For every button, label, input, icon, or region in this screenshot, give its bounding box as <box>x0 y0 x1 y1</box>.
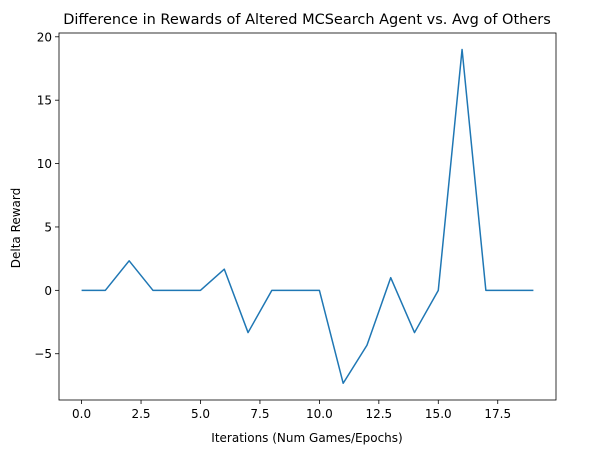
plot-area: 0.0 2.5 5.0 7.5 10.0 12.5 15.0 17.5 −5 0 5 10 15 20 <box>34 30 557 421</box>
x-tick-label: 2.5 <box>131 407 150 421</box>
x-tick-label: 15.0 <box>425 407 452 421</box>
y-tick-label: 15 <box>37 94 52 108</box>
series-line-0 <box>81 48 534 385</box>
y-tick-label: 5 <box>44 220 52 234</box>
x-tick-label: 12.5 <box>365 407 392 421</box>
y-axis-label: Delta Reward <box>9 188 23 269</box>
x-tick-label: 17.5 <box>484 407 511 421</box>
axes-frame <box>58 32 557 401</box>
y-tick-label: 20 <box>37 30 52 44</box>
x-tick-label: 7.5 <box>250 407 269 421</box>
x-tick-label: 10.0 <box>306 407 333 421</box>
y-tick-label: 10 <box>37 157 52 171</box>
y-tick-label: −5 <box>34 347 52 361</box>
x-axis-label: Iterations (Num Games/Epochs) <box>211 431 402 445</box>
x-tick-label: 5.0 <box>191 407 210 421</box>
y-tick-label: 0 <box>44 284 52 298</box>
x-tick-label: 0.0 <box>72 407 91 421</box>
chart-title: Difference in Rewards of Altered MCSearc… <box>63 12 551 28</box>
